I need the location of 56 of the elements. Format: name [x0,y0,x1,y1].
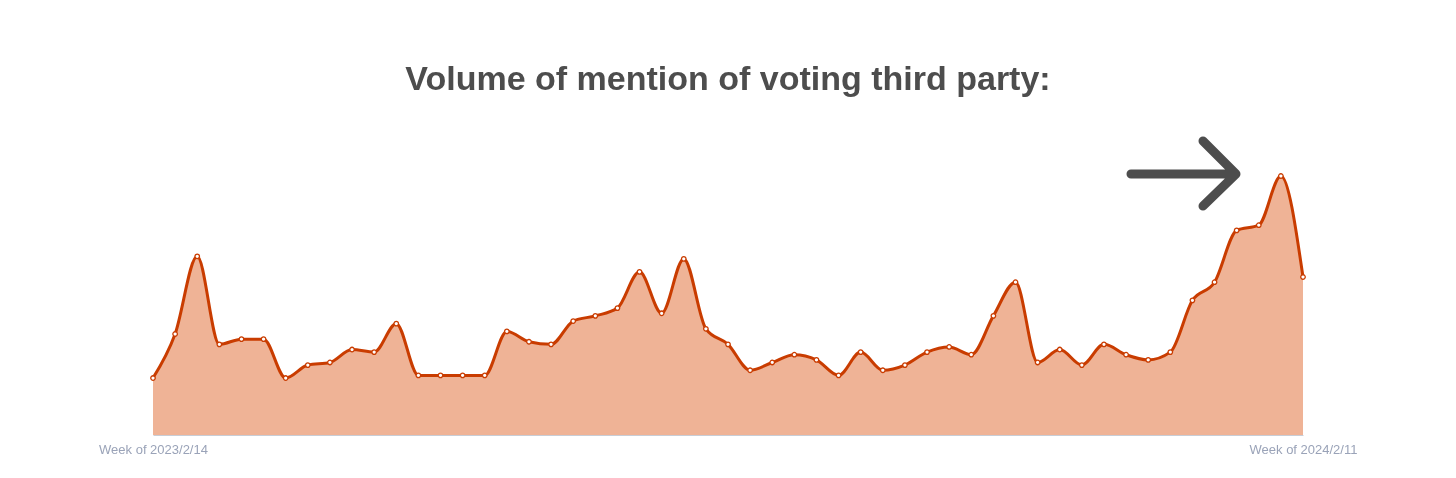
point [503,328,510,335]
point [1056,346,1063,353]
point [1012,279,1019,286]
point [371,349,378,356]
point [658,310,665,317]
point [747,367,754,374]
point [924,349,930,356]
point [526,338,532,345]
point [680,255,687,262]
point [327,359,333,366]
point [1167,349,1174,356]
point [592,312,599,319]
point [304,362,311,368]
point [1123,351,1129,358]
point [1034,359,1041,366]
x-tick-label: Week of 2024/2/11 [1249,441,1358,457]
point [702,325,709,332]
point [1145,356,1152,363]
point [481,372,488,379]
point [902,362,908,368]
point [946,344,953,350]
point [835,372,842,379]
point [813,356,820,363]
point [1255,222,1262,229]
point [349,346,355,353]
point [1211,279,1218,286]
point [990,312,997,319]
point [260,336,267,343]
point [216,341,223,348]
point [614,305,621,311]
point [282,375,289,381]
point [415,372,422,379]
point [1101,341,1107,348]
point [1277,173,1284,179]
point [437,372,444,379]
point [393,320,400,327]
point [548,341,554,348]
point [459,372,466,379]
point [857,349,864,356]
chart-title: Volume of mention of voting third party: [405,59,1051,97]
point [1233,227,1240,234]
point [1300,274,1306,280]
point [636,268,643,275]
point [1189,297,1196,304]
point [172,331,179,337]
point [150,375,156,381]
point [791,351,798,358]
point [879,367,886,374]
point [968,351,975,358]
point [570,318,577,324]
point [194,253,201,260]
point [769,359,776,366]
point [238,336,245,343]
point [725,341,731,348]
x-tick-label: Week of 2023/2/14 [99,441,208,457]
point [1078,362,1085,368]
